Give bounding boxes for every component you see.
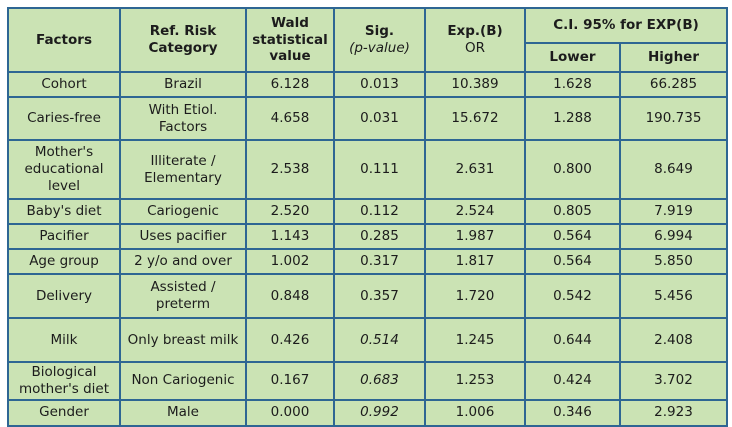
table-row-milk: Milk Only breast milk 0.426 0.514 1.245 … [7, 317, 728, 363]
cell-sig: 0.357 [333, 273, 426, 319]
cell-ci-higher: 66.285 [619, 71, 728, 98]
cell-category: Only breast milk [119, 317, 247, 363]
cell-sig: 0.031 [333, 96, 426, 141]
cell-category: Non Cariogenic [119, 361, 247, 401]
cell-factor: Cohort [7, 71, 121, 98]
cell-factor: Delivery [7, 273, 121, 319]
header-ci-higher: Higher [619, 42, 728, 73]
header-factors: Factors [7, 7, 121, 73]
cell-wald: 6.128 [245, 71, 335, 98]
cell-sig: 0.013 [333, 71, 426, 98]
cell-exp-b: 1.720 [424, 273, 526, 319]
table-row-cohort: Cohort Brazil 6.128 0.013 10.389 1.628 6… [7, 71, 728, 98]
cell-ci-higher: 5.456 [619, 273, 728, 319]
table-row-biological-mothers-diet: Biological mother's diet Non Cariogenic … [7, 361, 728, 401]
cell-ci-lower: 0.542 [524, 273, 621, 319]
table-row-age-group: Age group 2 y/o and over 1.002 0.317 1.8… [7, 248, 728, 275]
cell-wald: 0.167 [245, 361, 335, 401]
cell-ci-lower: 0.346 [524, 398, 621, 427]
cell-exp-b: 1.253 [424, 361, 526, 401]
cell-ci-lower: 0.564 [524, 223, 621, 250]
cell-wald: 2.520 [245, 198, 335, 225]
cell-ci-higher: 6.994 [619, 223, 728, 250]
cell-wald: 4.658 [245, 96, 335, 141]
cell-exp-b: 1.245 [424, 317, 526, 363]
cell-exp-b: 1.987 [424, 223, 526, 250]
cell-exp-b: 2.524 [424, 198, 526, 225]
cell-wald: 0.426 [245, 317, 335, 363]
cell-sig: 0.317 [333, 248, 426, 275]
header-exp-b: Exp.(B) OR [424, 7, 526, 73]
cell-ci-higher: 2.408 [619, 317, 728, 363]
cell-category: Male [119, 398, 247, 427]
cell-ci-lower: 0.800 [524, 139, 621, 200]
cell-ci-higher: 3.702 [619, 361, 728, 401]
header-wald: Wald statistical value [245, 7, 335, 73]
cell-category: Illiterate / Elementary [119, 139, 247, 200]
cell-ci-higher: 190.735 [619, 96, 728, 141]
results-table: Factors Ref. Risk Category Wald statisti… [7, 7, 728, 427]
header-sig-subtitle: (p-value) [349, 40, 410, 56]
cell-ci-higher: 2.923 [619, 398, 728, 427]
cell-wald: 1.002 [245, 248, 335, 275]
cell-exp-b: 1.006 [424, 398, 526, 427]
table-page: Factors Ref. Risk Category Wald statisti… [7, 7, 728, 427]
table-row-delivery: Delivery Assisted / preterm 0.848 0.357 … [7, 273, 728, 319]
cell-exp-b: 10.389 [424, 71, 526, 98]
cell-sig: 0.111 [333, 139, 426, 200]
cell-wald: 0.000 [245, 398, 335, 427]
cell-factor: Mother's educational level [7, 139, 121, 200]
header-exp-b-label: Exp.(B) [447, 23, 503, 40]
cell-category: Uses pacifier [119, 223, 247, 250]
cell-factor: Pacifier [7, 223, 121, 250]
cell-factor: Caries-free [7, 96, 121, 141]
cell-ci-lower: 1.288 [524, 96, 621, 141]
cell-category: With Etiol. Factors [119, 96, 247, 141]
cell-sig: 0.514 [333, 317, 426, 363]
header-ref-risk-category: Ref. Risk Category [119, 7, 247, 73]
cell-category: Cariogenic [119, 198, 247, 225]
cell-category: Assisted / preterm [119, 273, 247, 319]
cell-category: Brazil [119, 71, 247, 98]
table-row-babys-diet: Baby's diet Cariogenic 2.520 0.112 2.524… [7, 198, 728, 225]
cell-ci-higher: 5.850 [619, 248, 728, 275]
cell-factor: Baby's diet [7, 198, 121, 225]
header-sig: Sig. (p-value) [333, 7, 426, 73]
cell-ci-higher: 8.649 [619, 139, 728, 200]
cell-sig: 0.683 [333, 361, 426, 401]
cell-factor: Age group [7, 248, 121, 275]
cell-wald: 1.143 [245, 223, 335, 250]
cell-category: 2 y/o and over [119, 248, 247, 275]
cell-factor: Milk [7, 317, 121, 363]
cell-exp-b: 15.672 [424, 96, 526, 141]
cell-sig: 0.112 [333, 198, 426, 225]
cell-ci-lower: 0.424 [524, 361, 621, 401]
cell-exp-b: 1.817 [424, 248, 526, 275]
cell-wald: 2.538 [245, 139, 335, 200]
table-row-mothers-educational-level: Mother's educational level Illiterate / … [7, 139, 728, 200]
cell-sig: 0.992 [333, 398, 426, 427]
cell-exp-b: 2.631 [424, 139, 526, 200]
cell-sig: 0.285 [333, 223, 426, 250]
header-ci-lower: Lower [524, 42, 621, 73]
cell-ci-lower: 0.644 [524, 317, 621, 363]
cell-ci-lower: 1.628 [524, 71, 621, 98]
header-sig-label: Sig. [364, 23, 395, 40]
cell-ci-lower: 0.564 [524, 248, 621, 275]
cell-factor: Gender [7, 398, 121, 427]
table-row-caries-free: Caries-free With Etiol. Factors 4.658 0.… [7, 96, 728, 141]
cell-wald: 0.848 [245, 273, 335, 319]
table-row-gender: Gender Male 0.000 0.992 1.006 0.346 2.92… [7, 398, 728, 427]
cell-ci-lower: 0.805 [524, 198, 621, 225]
header-ci-group: C.I. 95% for EXP(B) [524, 7, 728, 44]
header-exp-b-subtitle: OR [464, 40, 485, 56]
cell-ci-higher: 7.919 [619, 198, 728, 225]
table-row-pacifier: Pacifier Uses pacifier 1.143 0.285 1.987… [7, 223, 728, 250]
cell-factor: Biological mother's diet [7, 361, 121, 401]
